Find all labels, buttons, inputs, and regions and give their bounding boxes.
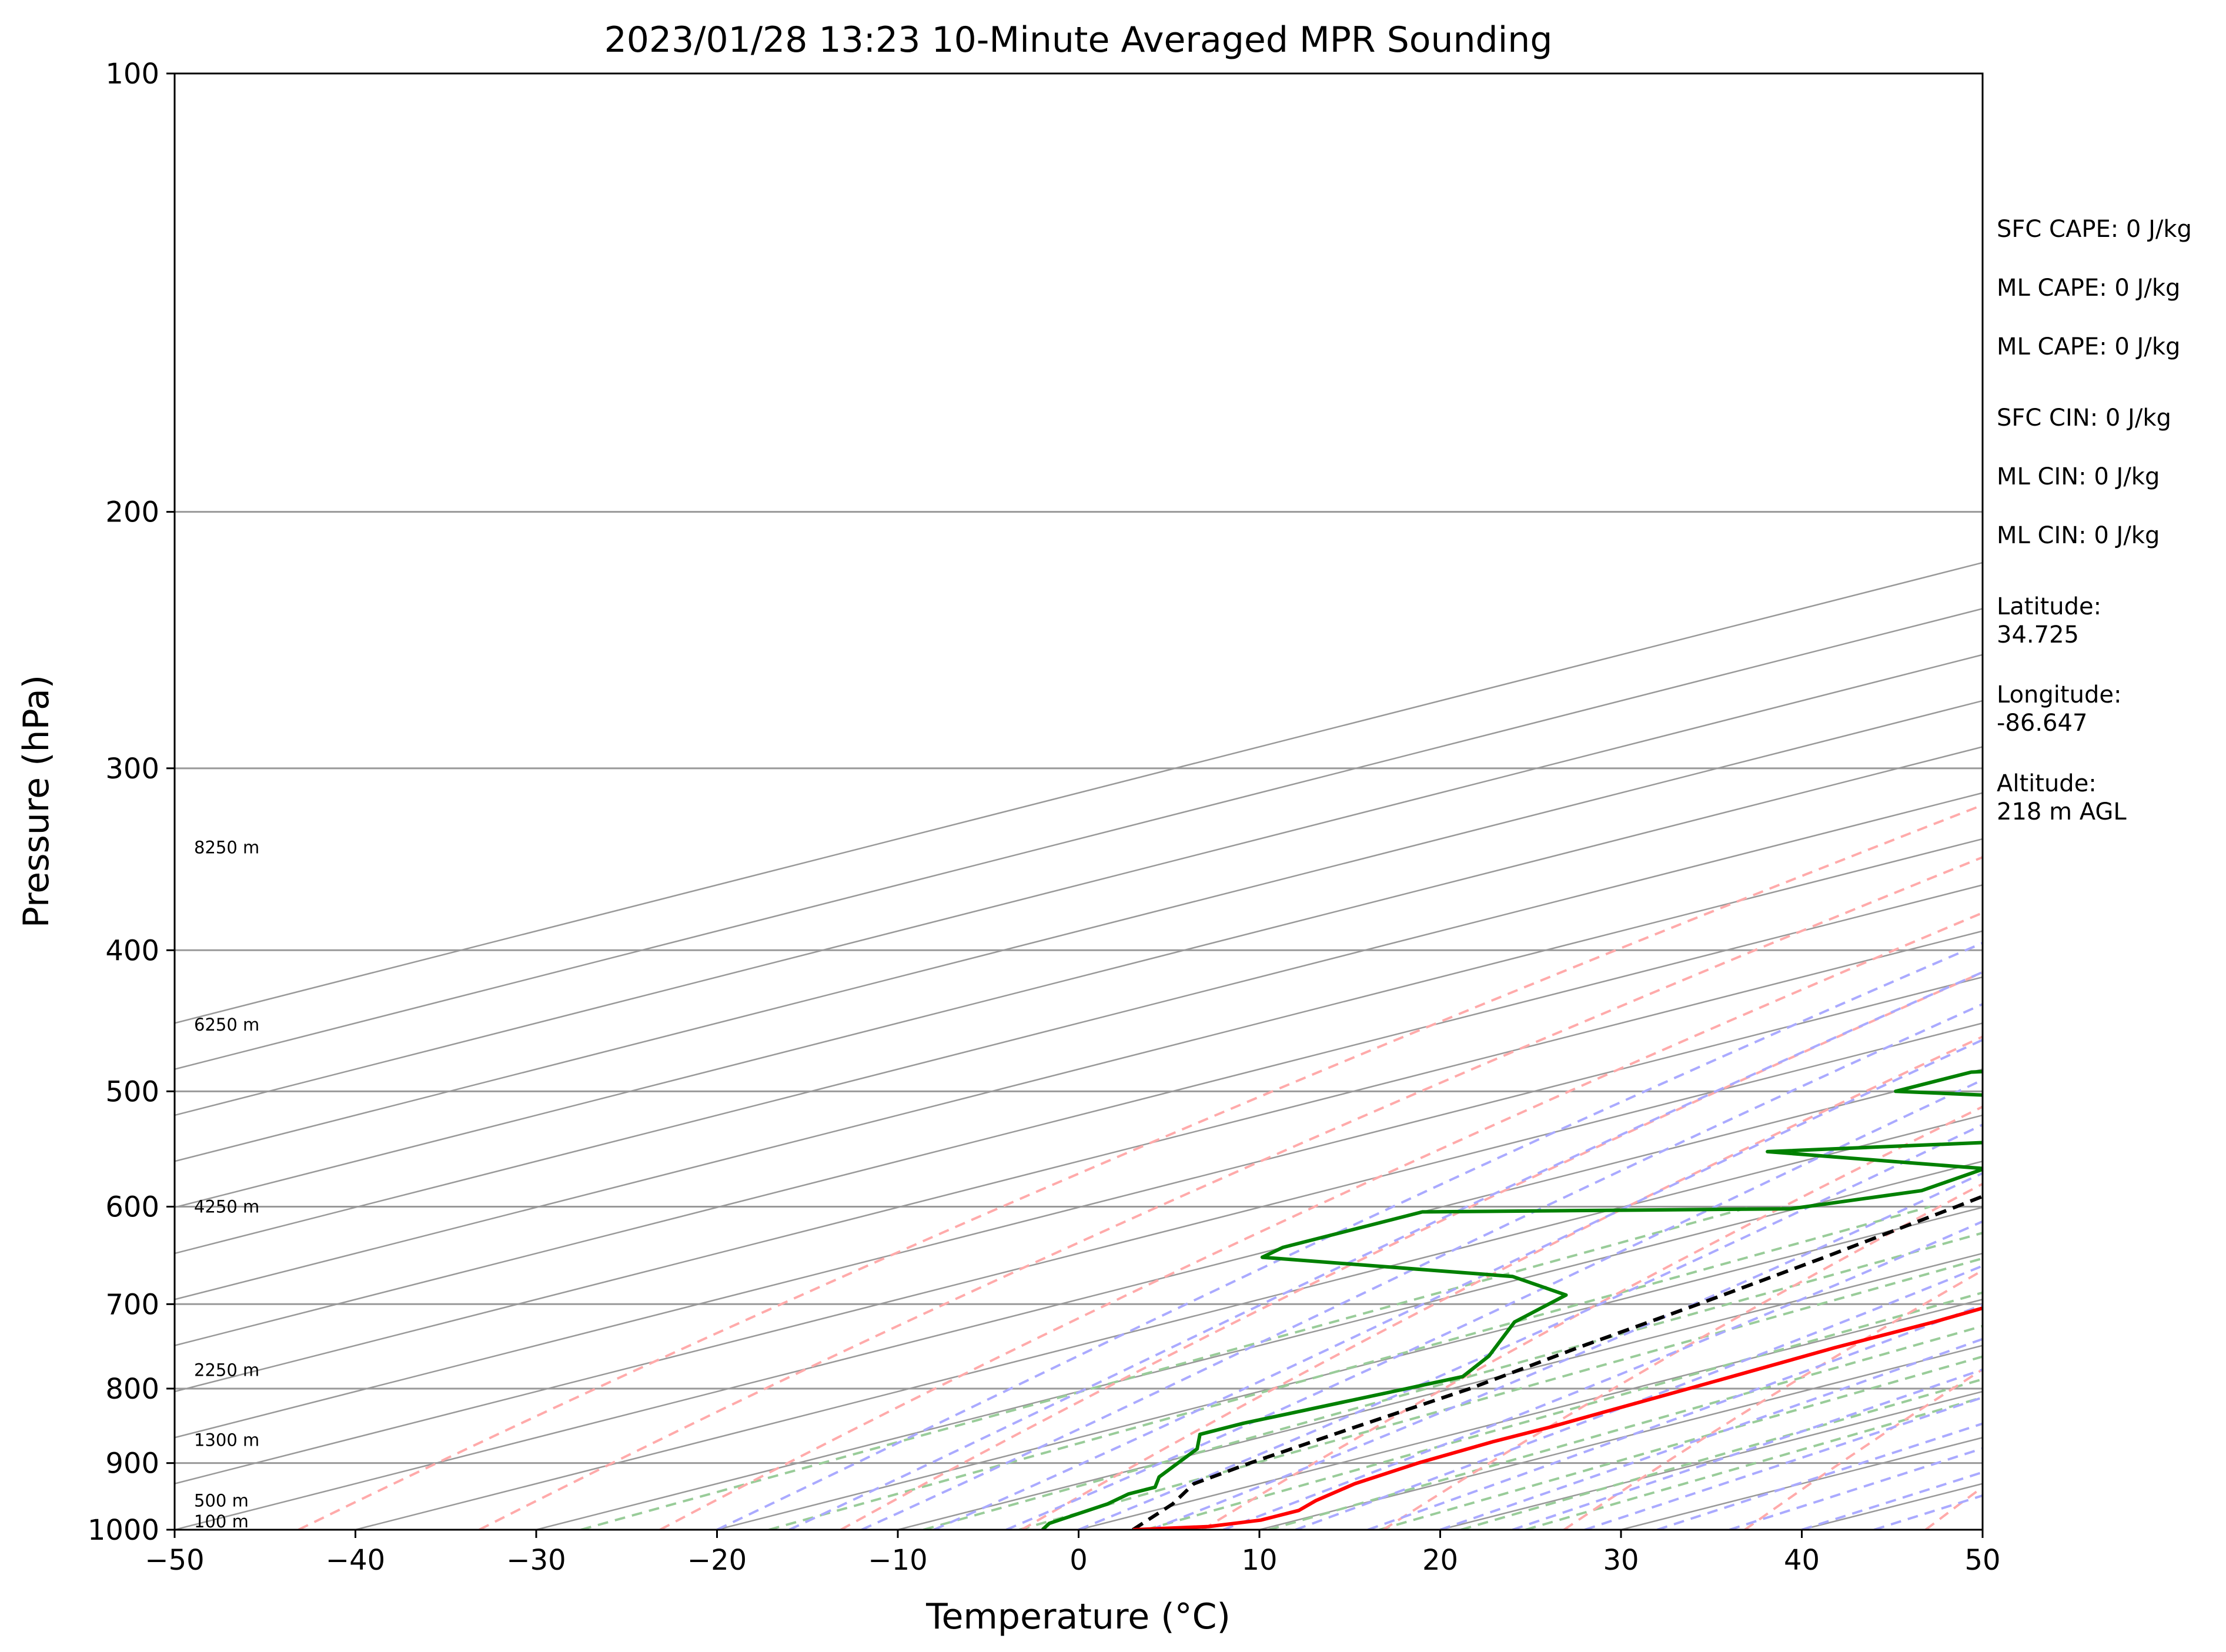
moist-adiabat-line bbox=[1078, 1123, 1983, 1530]
sounding-parameter-label: SFC CAPE: 0 J/kg bbox=[1997, 216, 2192, 243]
moist-adiabat-line bbox=[1584, 1396, 1983, 1530]
y-tick-label: 800 bbox=[105, 1373, 159, 1406]
isotherm-line bbox=[175, 1022, 1983, 1484]
height-label: 4250 m bbox=[194, 1196, 259, 1216]
y-tick-label: 100 bbox=[105, 58, 159, 91]
chart-title: 2023/01/28 13:23 10-Minute Averaged MPR … bbox=[604, 19, 1553, 61]
x-tick-label: 10 bbox=[1241, 1544, 1277, 1577]
y-axis-ticks: 1000 900 800 700 600 500 400 300 200 100 bbox=[88, 58, 175, 1547]
dewpoint-line bbox=[1041, 1069, 1983, 1530]
y-tick-label: 1000 bbox=[88, 1514, 159, 1547]
sounding-parameter-label: ML CAPE: 0 J/kg bbox=[1997, 333, 2180, 360]
sounding-parameter-label: ML CIN: 0 J/kg bbox=[1997, 522, 2160, 549]
moist-adiabat-line bbox=[1150, 1172, 1983, 1530]
isotherm-line bbox=[536, 1161, 1983, 1530]
sounding-series bbox=[1041, 1069, 1983, 1530]
x-tick-label: −10 bbox=[868, 1544, 927, 1577]
mixing-ratio-line bbox=[1460, 1377, 1983, 1530]
moist-adiabat-line bbox=[1222, 1220, 1983, 1530]
dry-adiabat-line bbox=[298, 804, 1983, 1530]
sounding-parameter-label: 34.725 bbox=[1997, 621, 2079, 648]
dry-adiabat-lines bbox=[298, 804, 1983, 1530]
sounding-parameter-label: ML CAPE: 0 J/kg bbox=[1997, 275, 2180, 302]
sounding-parameter-label: SFC CIN: 0 J/kg bbox=[1997, 404, 2171, 432]
moist-adiabat-line bbox=[1512, 1368, 1983, 1530]
x-tick-label: −50 bbox=[145, 1544, 204, 1577]
x-tick-label: 0 bbox=[1069, 1544, 1088, 1577]
isotherm-line bbox=[897, 1252, 1983, 1530]
moist-adiabat-lines bbox=[716, 941, 1983, 1530]
isotherm-line bbox=[175, 792, 1983, 1255]
y-tick-label: 900 bbox=[105, 1447, 159, 1480]
x-tick-label: 30 bbox=[1603, 1544, 1639, 1577]
x-axis-label: Temperature (°C) bbox=[925, 1596, 1231, 1637]
x-axis-ticks: −50 −40 −30 −20 −10 0 10 20 30 40 50 bbox=[145, 1530, 2001, 1577]
isotherm-line bbox=[175, 976, 1983, 1439]
isotherm-line bbox=[175, 1068, 1983, 1530]
y-tick-label: 700 bbox=[105, 1288, 159, 1321]
isotherm-line bbox=[175, 700, 1983, 1162]
isobar-gridlines bbox=[175, 73, 1983, 1530]
x-tick-label: 50 bbox=[1964, 1544, 2000, 1577]
y-tick-label: 500 bbox=[105, 1075, 159, 1108]
isotherm-line bbox=[175, 608, 1983, 1070]
sounding-parameters-panel: SFC CAPE: 0 J/kg ML CAPE: 0 J/kg ML CAPE: … bbox=[1997, 216, 2192, 825]
height-label: 6250 m bbox=[194, 1015, 259, 1035]
dry-adiabat-line bbox=[1563, 1269, 1983, 1530]
mixing-ratio-line bbox=[580, 1205, 1752, 1530]
sounding-parameter-label: -86.647 bbox=[1997, 710, 2087, 737]
sounding-parameter-label: Longitude: bbox=[1997, 681, 2121, 708]
moist-adiabat-line bbox=[1005, 1078, 1983, 1530]
temperature-line bbox=[1132, 1306, 1983, 1530]
parcel-profile-line bbox=[1132, 1194, 1983, 1530]
x-tick-label: −40 bbox=[326, 1544, 385, 1577]
isotherm-line bbox=[717, 1206, 1983, 1530]
height-label: 500 m bbox=[194, 1490, 249, 1510]
y-tick-label: 300 bbox=[105, 753, 159, 785]
moist-adiabat-line bbox=[861, 1002, 1983, 1530]
isotherm-line bbox=[175, 654, 1983, 1116]
moist-adiabat-line bbox=[933, 1038, 1983, 1530]
height-label: 100 m bbox=[194, 1511, 249, 1531]
height-label: 8250 m bbox=[194, 837, 259, 857]
sounding-parameter-label: Altitude: bbox=[1997, 770, 2097, 797]
sounding-parameter-label: Latitude: bbox=[1997, 593, 2101, 620]
y-tick-label: 200 bbox=[105, 496, 159, 529]
isotherm-lines bbox=[175, 561, 1983, 1530]
x-tick-label: 40 bbox=[1784, 1544, 1820, 1577]
y-tick-label: 600 bbox=[105, 1190, 159, 1223]
isotherm-line bbox=[175, 930, 1983, 1393]
mixing-ratio-line bbox=[1379, 1355, 1983, 1530]
height-label: 2250 m bbox=[194, 1360, 259, 1380]
sounding-parameter-label: 218 m AGL bbox=[1997, 798, 2127, 825]
isotherm-line bbox=[175, 884, 1983, 1346]
y-tick-label: 400 bbox=[105, 934, 159, 967]
isotherm-line bbox=[175, 561, 1983, 1024]
isotherm-line bbox=[355, 1114, 1983, 1530]
y-axis-label: Pressure (hPa) bbox=[16, 675, 57, 928]
height-label: 1300 m bbox=[194, 1430, 259, 1450]
isotherm-line bbox=[175, 838, 1983, 1300]
mixing-ratio-line bbox=[1145, 1291, 1983, 1530]
x-tick-label: −30 bbox=[506, 1544, 566, 1577]
moist-adiabat-line bbox=[1367, 1303, 1983, 1530]
x-tick-label: −20 bbox=[687, 1544, 747, 1577]
mixing-ratio-line bbox=[1268, 1325, 1983, 1530]
moist-adiabat-line bbox=[716, 941, 1983, 1530]
x-tick-label: 20 bbox=[1422, 1544, 1458, 1577]
mixing-ratio-line bbox=[768, 1205, 1931, 1530]
isotherm-line bbox=[175, 746, 1983, 1208]
sounding-parameter-label: ML CIN: 0 J/kg bbox=[1997, 463, 2160, 490]
